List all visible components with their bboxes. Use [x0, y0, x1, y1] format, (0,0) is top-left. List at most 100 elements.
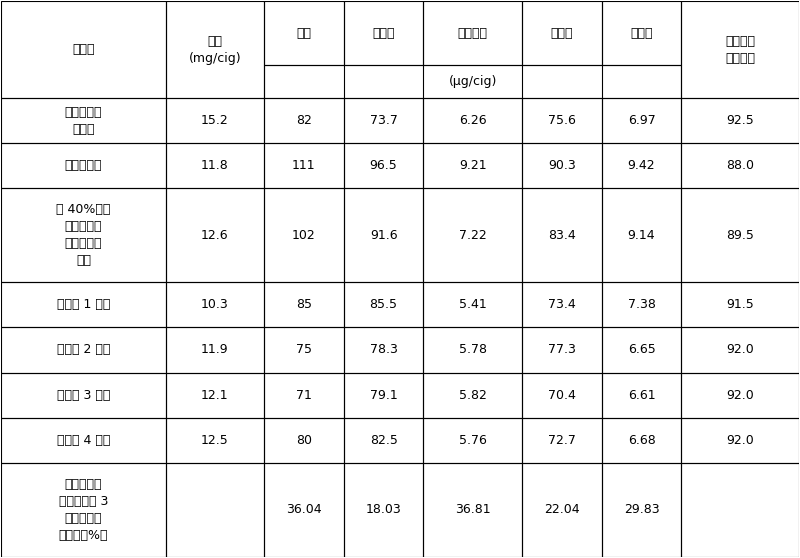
- Bar: [602, 143, 682, 189]
- Text: 22.04: 22.04: [544, 503, 580, 516]
- Bar: [2, 328, 166, 373]
- Bar: [602, 282, 682, 328]
- Bar: [682, 98, 798, 143]
- Text: (μg/cig): (μg/cig): [449, 75, 497, 88]
- Text: 对甲酚: 对甲酚: [630, 27, 653, 40]
- Bar: [522, 463, 602, 557]
- Bar: [264, 373, 344, 418]
- Text: 5.82: 5.82: [458, 389, 486, 402]
- Text: 6.26: 6.26: [459, 114, 486, 127]
- Text: 6.61: 6.61: [628, 389, 655, 402]
- Bar: [602, 418, 682, 463]
- Bar: [682, 418, 798, 463]
- Text: 75.6: 75.6: [548, 114, 576, 127]
- Text: 7.22: 7.22: [459, 229, 486, 242]
- Text: 9.14: 9.14: [628, 229, 655, 242]
- Text: 12.5: 12.5: [201, 434, 229, 447]
- Bar: [423, 373, 522, 418]
- Bar: [166, 98, 264, 143]
- Bar: [423, 282, 522, 328]
- Bar: [344, 1, 423, 65]
- Bar: [602, 1, 682, 65]
- Text: 88.0: 88.0: [726, 160, 754, 172]
- Bar: [522, 282, 602, 328]
- Bar: [682, 1, 798, 98]
- Bar: [602, 328, 682, 373]
- Bar: [2, 1, 166, 98]
- Bar: [522, 328, 602, 373]
- Text: 间苯二酚: 间苯二酚: [458, 27, 488, 40]
- Text: 80: 80: [296, 434, 312, 447]
- Text: 70.4: 70.4: [548, 389, 576, 402]
- Bar: [264, 143, 344, 189]
- Bar: [344, 328, 423, 373]
- Text: 89.5: 89.5: [726, 229, 754, 242]
- Text: 75: 75: [296, 343, 312, 357]
- Text: 实施例 3 样品: 实施例 3 样品: [57, 389, 110, 402]
- Bar: [423, 98, 522, 143]
- Bar: [166, 463, 264, 557]
- Bar: [344, 282, 423, 328]
- Bar: [344, 463, 423, 557]
- Bar: [166, 282, 264, 328]
- Bar: [522, 1, 602, 65]
- Text: 纸嘴棒卷烟: 纸嘴棒卷烟: [65, 160, 102, 172]
- Text: 85.5: 85.5: [370, 298, 398, 311]
- Bar: [522, 98, 602, 143]
- Bar: [166, 373, 264, 418]
- Text: 样品名: 样品名: [72, 43, 94, 56]
- Text: 29.83: 29.83: [624, 503, 659, 516]
- Bar: [344, 418, 423, 463]
- Text: 7.38: 7.38: [627, 298, 655, 311]
- Bar: [602, 98, 682, 143]
- Text: 82.5: 82.5: [370, 434, 398, 447]
- Text: 邻二酚: 邻二酚: [372, 27, 395, 40]
- Bar: [682, 373, 798, 418]
- Text: 实施例 2 样品: 实施例 2 样品: [57, 343, 110, 357]
- Bar: [522, 418, 602, 463]
- Text: 12.1: 12.1: [201, 389, 229, 402]
- Bar: [166, 418, 264, 463]
- Text: 11.8: 11.8: [201, 160, 229, 172]
- Bar: [602, 189, 682, 282]
- Bar: [264, 98, 344, 143]
- Text: 111: 111: [292, 160, 316, 172]
- Text: 72.7: 72.7: [548, 434, 576, 447]
- Text: 92.0: 92.0: [726, 434, 754, 447]
- Bar: [682, 189, 798, 282]
- Bar: [423, 189, 522, 282]
- Bar: [423, 463, 522, 557]
- Bar: [344, 373, 423, 418]
- Bar: [423, 328, 522, 373]
- Text: 79.1: 79.1: [370, 389, 398, 402]
- Text: 91.5: 91.5: [726, 298, 754, 311]
- Bar: [264, 65, 682, 98]
- Text: 6.97: 6.97: [628, 114, 655, 127]
- Text: 对二酚: 对二酚: [550, 27, 573, 40]
- Text: 12.6: 12.6: [201, 229, 229, 242]
- Bar: [166, 328, 264, 373]
- Text: 9.21: 9.21: [459, 160, 486, 172]
- Text: 102: 102: [292, 229, 316, 242]
- Text: 5.41: 5.41: [459, 298, 486, 311]
- Text: 相对纸嘴棒
卷烟实施例 3
样品酚类物
质下降（%）: 相对纸嘴棒 卷烟实施例 3 样品酚类物 质下降（%）: [58, 478, 108, 542]
- Bar: [682, 143, 798, 189]
- Bar: [602, 463, 682, 557]
- Bar: [682, 282, 798, 328]
- Bar: [166, 143, 264, 189]
- Text: 73.7: 73.7: [370, 114, 398, 127]
- Text: 焦油
(mg/cig): 焦油 (mg/cig): [189, 35, 241, 65]
- Bar: [423, 143, 522, 189]
- Bar: [423, 418, 522, 463]
- Bar: [423, 1, 522, 65]
- Text: 感官质量
评价分数: 感官质量 评价分数: [725, 35, 755, 65]
- Text: 92.0: 92.0: [726, 389, 754, 402]
- Bar: [166, 1, 264, 98]
- Text: 85: 85: [296, 298, 312, 311]
- Bar: [2, 189, 166, 282]
- Text: 96.5: 96.5: [370, 160, 398, 172]
- Text: 10.3: 10.3: [201, 298, 229, 311]
- Text: 36.04: 36.04: [286, 503, 322, 516]
- Text: 90.3: 90.3: [548, 160, 576, 172]
- Text: 5.78: 5.78: [458, 343, 486, 357]
